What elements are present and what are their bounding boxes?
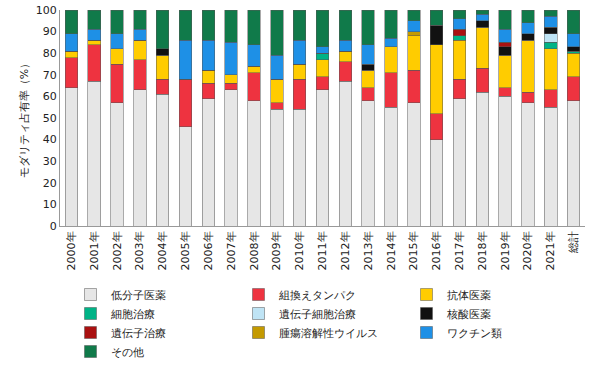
- svg-text:2009年: 2009年: [270, 231, 283, 270]
- svg-text:2017年: 2017年: [453, 231, 466, 270]
- svg-text:2020年: 2020年: [522, 231, 535, 270]
- svg-text:腫瘍溶解性ウイルス: 腫瘍溶解性ウイルス: [279, 327, 378, 340]
- svg-text:2012年: 2012年: [339, 231, 352, 270]
- svg-text:遺伝子細胞治療: 遺伝子細胞治療: [279, 308, 356, 321]
- svg-text:2006年: 2006年: [202, 231, 215, 270]
- svg-text:遺伝子治療: 遺伝子治療: [111, 327, 166, 340]
- svg-text:100: 100: [36, 4, 57, 17]
- svg-text:2015年: 2015年: [407, 231, 420, 270]
- svg-text:総計: 総計: [567, 231, 580, 254]
- svg-text:ワクチン類: ワクチン類: [447, 327, 502, 340]
- svg-text:2016年: 2016年: [430, 231, 443, 270]
- svg-text:2008年: 2008年: [248, 231, 261, 270]
- svg-text:0: 0: [50, 220, 57, 233]
- svg-text:2014年: 2014年: [385, 231, 398, 270]
- svg-text:2003年: 2003年: [133, 231, 146, 270]
- svg-text:70: 70: [43, 69, 57, 82]
- svg-text:2013年: 2013年: [362, 231, 375, 270]
- svg-text:80: 80: [43, 47, 57, 60]
- svg-text:モダリティ占有率（%）: モダリティ占有率（%）: [18, 58, 31, 178]
- svg-text:2018年: 2018年: [476, 231, 489, 270]
- svg-text:60: 60: [43, 90, 57, 103]
- svg-text:2004年: 2004年: [156, 231, 169, 270]
- svg-text:抗体医薬: 抗体医薬: [447, 289, 491, 302]
- svg-text:90: 90: [43, 25, 57, 38]
- svg-text:2019年: 2019年: [499, 231, 512, 270]
- svg-text:30: 30: [43, 155, 57, 168]
- svg-text:20: 20: [43, 177, 57, 190]
- svg-text:2007年: 2007年: [225, 231, 238, 270]
- svg-text:40: 40: [43, 133, 57, 146]
- svg-text:50: 50: [43, 112, 57, 125]
- svg-text:10: 10: [43, 198, 57, 211]
- svg-text:低分子医薬: 低分子医薬: [111, 289, 166, 302]
- svg-text:組換えタンパク: 組換えタンパク: [278, 289, 356, 302]
- svg-text:2000年: 2000年: [65, 231, 78, 270]
- svg-text:2021年: 2021年: [544, 231, 557, 270]
- svg-text:2010年: 2010年: [293, 231, 306, 270]
- svg-text:核酸医薬: 核酸医薬: [446, 308, 491, 321]
- svg-text:2011年: 2011年: [316, 231, 329, 270]
- svg-text:2002年: 2002年: [111, 231, 124, 270]
- svg-text:その他: その他: [111, 346, 144, 359]
- svg-text:2001年: 2001年: [88, 231, 101, 270]
- svg-text:細胞治療: 細胞治療: [110, 308, 155, 321]
- svg-text:2005年: 2005年: [179, 231, 192, 270]
